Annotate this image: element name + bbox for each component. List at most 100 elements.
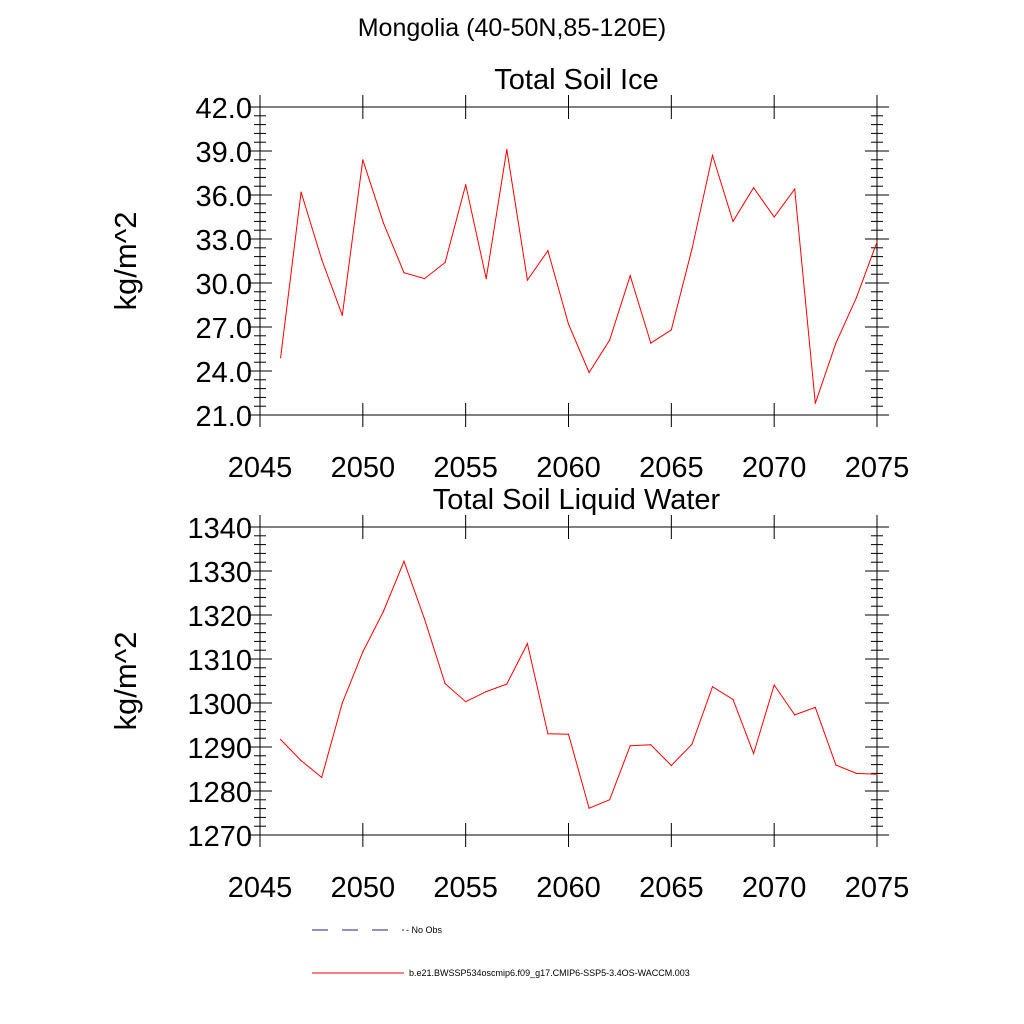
panel-total-soil-liquid-water: Total Soil Liquid Water kg/m^2 2045 2050 205… xyxy=(108,484,909,904)
data-point xyxy=(794,714,796,716)
data-point xyxy=(650,342,652,344)
data-point xyxy=(814,706,816,709)
data-point xyxy=(300,191,302,193)
chart-main-title: Mongolia (40-50N,85-120E) xyxy=(357,14,667,42)
data-point xyxy=(485,690,487,693)
data-point xyxy=(279,357,282,359)
plot-frame xyxy=(259,106,878,416)
y-tick-label: 1270 xyxy=(187,821,252,853)
data-point xyxy=(753,187,755,189)
panel-title: Total Soil Liquid Water xyxy=(433,484,721,516)
data-point xyxy=(588,371,590,374)
data-point xyxy=(506,683,508,685)
data-point xyxy=(362,651,364,653)
data-point xyxy=(341,702,343,704)
data-point xyxy=(855,772,858,775)
data-point xyxy=(444,261,446,264)
legend-label: - No Obs xyxy=(406,925,443,935)
x-tick-label: 2065 xyxy=(639,452,704,484)
x-tick-label: 2060 xyxy=(536,452,601,484)
y-tick-label: 27.0 xyxy=(196,313,252,345)
x-tick-label: 2065 xyxy=(639,872,704,904)
data-point xyxy=(321,258,323,261)
x-tick-label: 2055 xyxy=(433,872,498,904)
series-line xyxy=(280,559,878,809)
data-point xyxy=(794,188,796,190)
data-point xyxy=(629,745,631,747)
data-point xyxy=(567,323,570,325)
data-point xyxy=(465,184,467,186)
data-point xyxy=(609,799,611,801)
data-point xyxy=(300,760,302,762)
y-tick-label: 1310 xyxy=(187,645,252,677)
x-tick-label: 2070 xyxy=(742,872,807,904)
y-tick-label: 39.0 xyxy=(196,137,252,169)
y-tick-label: 42.0 xyxy=(196,93,252,125)
data-point xyxy=(423,618,426,620)
data-point xyxy=(362,159,364,161)
y-tick-label: 1340 xyxy=(187,513,252,545)
x-tick-label: 2075 xyxy=(845,452,910,484)
data-point xyxy=(609,339,611,341)
data-point xyxy=(444,683,446,685)
data-point xyxy=(855,297,858,299)
data-point xyxy=(382,222,384,224)
data-point xyxy=(423,278,426,280)
data-point xyxy=(567,733,570,735)
x-tick-label: 2045 xyxy=(228,872,293,904)
y-tick-label: 30.0 xyxy=(196,269,252,301)
y-tick-label: 24.0 xyxy=(196,357,252,389)
data-point xyxy=(773,684,775,686)
y-axis-label: kg/m^2 xyxy=(108,632,143,731)
data-point xyxy=(732,698,734,701)
legend-label: b.e21.BWSSP534oscmip6.f09_g17.CMIP6-SSP5… xyxy=(409,968,690,978)
x-tick-label: 2055 xyxy=(433,452,498,484)
data-point xyxy=(835,764,837,766)
y-tick-label: 21.0 xyxy=(196,401,252,433)
data-point xyxy=(403,560,405,562)
data-point xyxy=(629,275,631,277)
data-point xyxy=(403,272,405,274)
data-point xyxy=(835,342,837,344)
data-point xyxy=(732,220,734,222)
data-point xyxy=(526,643,528,645)
data-point xyxy=(773,216,775,218)
data-point xyxy=(670,764,672,767)
y-tick-label: 1300 xyxy=(187,689,252,721)
data-point xyxy=(382,610,384,613)
y-tick-label: 1290 xyxy=(187,733,252,765)
data-point xyxy=(321,776,323,778)
y-tick-label: 1320 xyxy=(187,601,252,633)
data-point xyxy=(279,738,282,741)
y-tick-label: 1280 xyxy=(187,777,252,809)
series-line xyxy=(280,149,878,404)
data-point xyxy=(670,329,672,331)
y-axis-label: kg/m^2 xyxy=(108,212,143,311)
data-point xyxy=(691,248,693,250)
data-point xyxy=(547,733,549,735)
data-point xyxy=(711,686,714,688)
data-point xyxy=(876,241,878,243)
data-point xyxy=(876,773,878,775)
y-tick-label: 1330 xyxy=(187,557,252,589)
data-point xyxy=(547,250,549,252)
data-point xyxy=(711,154,714,156)
x-tick-label: 2045 xyxy=(228,452,293,484)
x-tick-label: 2050 xyxy=(331,872,396,904)
data-point xyxy=(506,148,508,151)
panel-total-soil-ice: Total Soil Ice kg/m^2 2045 2050 2055 2060 2065… xyxy=(108,64,909,484)
y-tick-label: 33.0 xyxy=(196,225,252,257)
data-point xyxy=(753,753,755,755)
x-tick-label: 2050 xyxy=(331,452,396,484)
data-point xyxy=(588,807,590,809)
data-point xyxy=(465,701,467,703)
legend: - No Obs b.e21.BWSSP534oscmip6.f09_g17.CM… xyxy=(312,925,690,978)
data-point xyxy=(341,314,343,316)
data-point xyxy=(650,744,652,746)
x-tick-label: 2060 xyxy=(536,872,601,904)
plot-frame xyxy=(259,526,878,836)
y-tick-label: 36.0 xyxy=(196,181,252,213)
x-tick-label: 2070 xyxy=(742,452,807,484)
panel-title: Total Soil Ice xyxy=(494,64,658,96)
